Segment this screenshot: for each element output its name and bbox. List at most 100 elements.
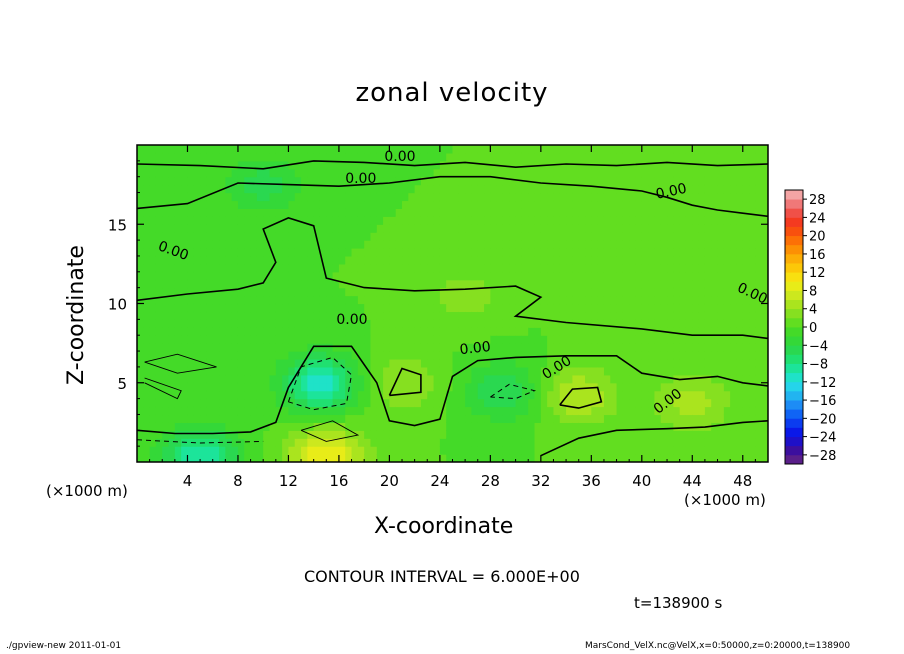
heatmap-cell <box>566 232 573 241</box>
heatmap-cell <box>477 382 485 392</box>
heatmap-cell <box>667 319 674 328</box>
heatmap-cell <box>370 327 378 336</box>
heatmap-cell <box>742 319 750 328</box>
heatmap-cell <box>490 335 498 344</box>
heatmap-cell <box>174 438 182 447</box>
heatmap-cell <box>736 335 744 344</box>
heatmap-cell <box>307 295 315 305</box>
heatmap-cell <box>225 358 233 368</box>
heatmap-cell <box>654 224 662 233</box>
heatmap-cell <box>685 240 693 249</box>
heatmap-cell <box>212 351 220 360</box>
heatmap-cell <box>723 335 731 344</box>
heatmap-cell <box>685 303 693 313</box>
heatmap-cell <box>484 224 491 233</box>
heatmap-cell <box>263 263 271 273</box>
heatmap-cell <box>578 446 586 455</box>
heatmap-cell <box>351 430 359 439</box>
heatmap-cell <box>452 438 460 447</box>
heatmap-cell <box>755 446 763 455</box>
heatmap-cell <box>452 454 460 462</box>
heatmap-cell <box>269 358 277 368</box>
heatmap-cell <box>559 279 567 289</box>
heatmap-cell <box>521 184 529 194</box>
heatmap-cell <box>509 263 517 273</box>
heatmap-cell <box>357 438 365 447</box>
heatmap-cell <box>711 232 719 241</box>
heatmap-cell <box>654 438 662 447</box>
heatmap-cell <box>566 374 573 384</box>
heatmap-cell <box>723 311 731 320</box>
heatmap-cell <box>540 358 548 368</box>
heatmap-cell <box>629 224 637 233</box>
colorbar-segment <box>785 190 803 200</box>
heatmap-cell <box>730 327 738 336</box>
heatmap-cell <box>515 335 523 344</box>
heatmap-cell <box>547 343 555 352</box>
heatmap-cell <box>420 240 428 249</box>
heatmap-cell <box>654 152 662 162</box>
colorbar-segment <box>785 327 803 337</box>
heatmap-cell <box>654 168 662 178</box>
heatmap-cell <box>307 184 315 194</box>
heatmap-cell <box>490 454 498 462</box>
heatmap-cell <box>559 382 567 392</box>
heatmap-cell <box>275 208 283 217</box>
heatmap-cell <box>534 208 542 217</box>
heatmap-cell <box>288 248 296 257</box>
heatmap-cell <box>439 390 447 400</box>
heatmap-cell <box>534 398 542 408</box>
heatmap-cell <box>761 200 768 209</box>
heatmap-cell <box>212 390 220 400</box>
heatmap-cell <box>389 184 397 194</box>
heatmap-cell <box>730 390 738 400</box>
heatmap-cell <box>187 358 195 368</box>
heatmap-cell <box>231 343 239 352</box>
heatmap-cell <box>597 168 605 178</box>
heatmap-cell <box>622 240 630 249</box>
heatmap-cell <box>414 168 422 178</box>
heatmap-cell <box>679 406 687 416</box>
heatmap-cell <box>332 287 340 297</box>
heatmap-cell <box>648 255 656 265</box>
heatmap-cell <box>244 216 252 225</box>
heatmap-cell <box>168 358 176 368</box>
heatmap-cell <box>698 216 706 225</box>
heatmap-cell <box>704 287 712 297</box>
heatmap-cell <box>307 406 315 416</box>
heatmap-cell <box>383 216 390 225</box>
heatmap-cell <box>742 366 750 376</box>
heatmap-cell <box>155 398 163 408</box>
heatmap-cell <box>332 406 340 416</box>
heatmap-cell <box>742 446 750 455</box>
heatmap-cell <box>433 311 441 320</box>
heatmap-cell <box>711 358 719 368</box>
heatmap-cell <box>578 168 586 178</box>
contour-label: 0.00 <box>459 339 492 358</box>
heatmap-cell <box>402 438 409 447</box>
heatmap-cell <box>629 358 637 368</box>
heatmap-cell <box>534 430 542 439</box>
heatmap-cell <box>231 168 239 178</box>
heatmap-cell <box>452 343 460 352</box>
heatmap-cell <box>749 335 756 344</box>
heatmap-cell <box>603 287 611 297</box>
heatmap-cell <box>351 343 359 352</box>
heatmap-cell <box>219 303 226 313</box>
heatmap-cell <box>761 351 768 360</box>
heatmap-cell <box>212 168 220 178</box>
heatmap-cell <box>219 216 226 225</box>
heatmap-cell <box>673 343 681 352</box>
heatmap-cell <box>578 263 586 273</box>
heatmap-cell <box>231 216 239 225</box>
contour-line <box>540 420 768 457</box>
heatmap-cell <box>288 374 296 384</box>
heatmap-cell <box>174 255 182 265</box>
heatmap-cell <box>597 279 605 289</box>
heatmap-cell <box>301 374 308 384</box>
heatmap-cell <box>610 263 618 273</box>
heatmap-cell <box>597 255 605 265</box>
heatmap-cell <box>635 176 643 186</box>
heatmap-cell <box>471 216 479 225</box>
heatmap-cell <box>294 382 302 392</box>
